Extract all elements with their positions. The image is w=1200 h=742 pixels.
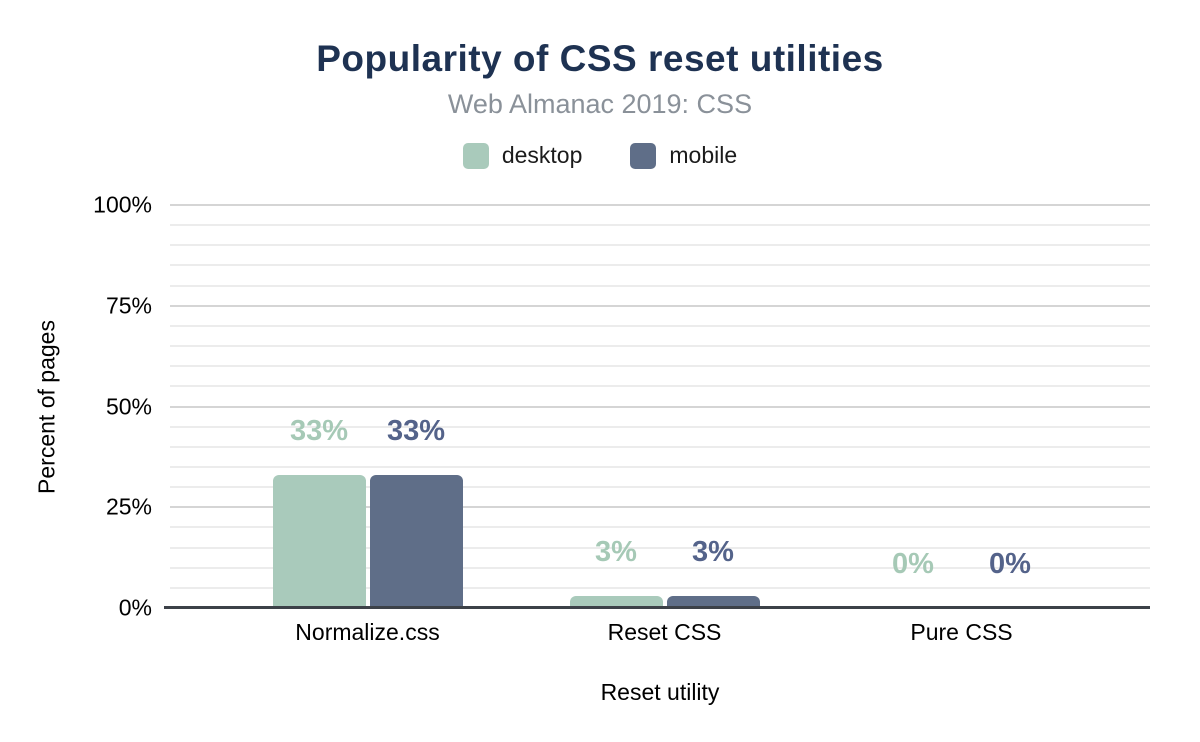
bar-group-normalize-css: 33% 33% Normalize.css xyxy=(219,205,516,645)
x-axis-title: Reset utility xyxy=(600,679,720,705)
x-category-label-reset-css: Reset CSS xyxy=(607,619,722,645)
bar-value-label-mobile-pure-css: 0% xyxy=(989,548,1031,581)
bar-value-label-mobile-reset-css: 3% xyxy=(692,536,734,569)
gridline-95 xyxy=(170,224,1150,227)
gridline-80 xyxy=(170,284,1150,287)
gridline-90 xyxy=(170,244,1150,247)
gridline-10 xyxy=(170,566,1150,569)
gridline-35 xyxy=(170,465,1150,468)
gridline-25 xyxy=(170,506,1150,509)
y-tick-label-0: 0% xyxy=(118,594,152,621)
y-tick-label-50: 50% xyxy=(105,393,152,419)
chart-title: Popularity of CSS reset utilities xyxy=(316,38,884,79)
y-tick-label-25: 25% xyxy=(105,493,152,520)
desktop-swatch-icon xyxy=(462,142,489,169)
bar-slot-mobile-reset-css: 3% xyxy=(666,205,760,608)
bar-slot-mobile-pure-css: 0% xyxy=(964,205,1057,608)
x-category-label-pure-css: Pure CSS xyxy=(910,619,1013,645)
gridline-20 xyxy=(170,526,1150,529)
gridline-100 xyxy=(170,204,1150,206)
mobile-swatch-icon xyxy=(630,142,657,169)
bar-value-label-desktop-reset-css: 3% xyxy=(595,536,637,569)
bar-value-label-mobile-normalize-css: 33% xyxy=(386,415,446,448)
bar-slot-desktop-reset-css: 3% xyxy=(569,205,663,608)
y-tick-label-75: 75% xyxy=(105,292,152,319)
x-category-label-normalize-css: Normalize.css xyxy=(295,619,440,645)
legend-label-desktop: desktop xyxy=(501,142,583,168)
gridline-45 xyxy=(170,425,1150,428)
gridline-60 xyxy=(170,365,1150,368)
y-axis-ticks: 0% 25% 50% 75% 100% xyxy=(0,192,160,621)
bar-group-reset-css: 3% 3% Reset CSS xyxy=(516,205,813,645)
bar-slot-desktop-normalize-css: 33% xyxy=(272,205,366,608)
gridline-70 xyxy=(170,324,1150,327)
legend-item-mobile: mobile xyxy=(630,142,737,169)
chart-header: Popularity of CSS reset utilities Web Al… xyxy=(0,0,1200,169)
bar-mobile-reset-css xyxy=(666,595,760,608)
gridline-75 xyxy=(170,304,1150,307)
gridline-40 xyxy=(170,445,1150,448)
bar-desktop-normalize-css xyxy=(272,475,366,608)
legend-label-mobile: mobile xyxy=(669,142,738,168)
bar-groups: 33% 33% Normalize.css 3% 3% Reset CSS 0% 0% Pure… xyxy=(170,205,1150,645)
chart-subtitle: Web Almanac 2019: CSS xyxy=(447,89,753,119)
gridlines xyxy=(170,204,1150,608)
bar-desktop-reset-css xyxy=(569,595,663,608)
bar-group-pure-css: 0% 0% Pure CSS xyxy=(813,205,1110,645)
gridline-55 xyxy=(170,385,1150,388)
bar-mobile-normalize-css xyxy=(369,475,463,608)
bar-value-label-desktop-pure-css: 0% xyxy=(892,548,934,581)
gridline-65 xyxy=(170,345,1150,348)
gridline-15 xyxy=(170,546,1150,549)
gridline-5 xyxy=(170,586,1150,589)
bar-value-label-desktop-normalize-css: 33% xyxy=(289,415,349,448)
legend: desktop mobile xyxy=(0,142,1200,169)
y-tick-label-100: 100% xyxy=(93,191,152,218)
bar-slot-mobile-normalize-css: 33% xyxy=(369,205,463,608)
bar-slot-desktop-pure-css: 0% xyxy=(867,205,960,608)
legend-item-desktop: desktop xyxy=(462,142,583,169)
gridline-50 xyxy=(170,405,1150,408)
gridline-30 xyxy=(170,486,1150,489)
plot-area: 33% 33% Normalize.css 3% 3% Reset CSS 0% 0% Pure… xyxy=(164,204,1150,645)
x-axis-line xyxy=(164,606,1150,609)
gridline-85 xyxy=(170,264,1150,267)
